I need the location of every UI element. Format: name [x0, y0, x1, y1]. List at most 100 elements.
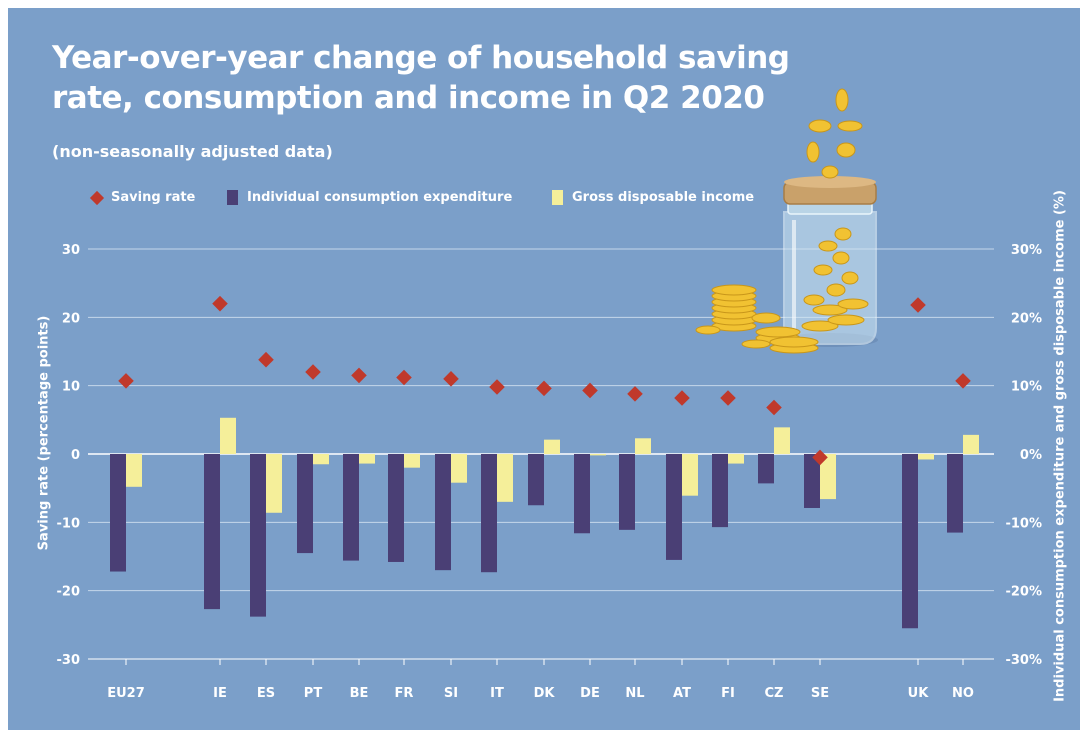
marker-saving-rate-no [955, 373, 971, 389]
x-tick-label-si: SI [444, 686, 458, 701]
bar-consumption-uk [902, 454, 918, 629]
bar-consumption-no [947, 454, 963, 533]
x-tick-label-eu27: EU27 [107, 686, 145, 701]
marker-saving-rate-it [489, 379, 505, 395]
x-tick-label-be: BE [350, 686, 369, 701]
coins-inside-jar-icon [801, 227, 869, 332]
x-tick-label-nl: NL [625, 686, 644, 701]
bar-income-si [451, 454, 467, 483]
y-tick-label-right: -20% [1005, 585, 1042, 600]
bar-income-es [266, 454, 282, 513]
bar-consumption-eu27 [110, 454, 126, 572]
legend-item-saving-rate: Saving rate [89, 190, 196, 205]
marker-saving-rate-nl [627, 386, 643, 402]
marker-saving-rate-fi [720, 390, 736, 406]
marker-saving-rate-es [258, 351, 274, 368]
bar-consumption-si [435, 454, 451, 571]
x-tick-label-fi: FI [721, 686, 735, 701]
bar-income-eu27 [126, 454, 142, 487]
bar-income-dk [544, 439, 560, 454]
bar-consumption-it [481, 454, 497, 573]
bar-consumption-pt [297, 454, 313, 554]
x-tick-label-dk: DK [534, 686, 556, 701]
x-tick-label-uk: UK [908, 686, 930, 701]
x-tick-label-at: AT [673, 686, 691, 701]
bar-income-it [497, 454, 513, 502]
marker-saving-rate-si [443, 371, 459, 387]
bar-consumption-de [574, 454, 590, 534]
legend-label-income: Gross disposable income [572, 190, 755, 205]
coin-jar-illustration [695, 88, 878, 354]
bar-income-se [820, 454, 836, 500]
coin-jar-icon [782, 176, 878, 347]
chart-title: Year-over-year change of household savin… [52, 40, 790, 116]
y-tick-label-right: 30% [1011, 243, 1042, 258]
bar-consumption-es [250, 454, 266, 617]
y-tick-label-left: -20 [57, 585, 81, 600]
consumption-swatch-icon [227, 190, 238, 205]
chart-subtitle: (non-seasonally adjusted data) [52, 142, 333, 161]
bar-income-pt [313, 454, 329, 465]
x-axis-ticks: EU27 IE ES PT BE FR SI IT DK DE NL AT FI CZ SE UK NO [88, 658, 994, 701]
x-tick-label-de: DE [580, 686, 600, 701]
x-tick-label-cz: CZ [765, 686, 784, 701]
y-tick-label-left: 0 [71, 448, 80, 463]
bars-layer [110, 417, 979, 629]
bar-income-uk [918, 454, 934, 460]
legend-item-income: Gross disposable income [552, 190, 754, 205]
x-tick-label-pt: PT [304, 686, 323, 701]
y-tick-label-right: 20% [1011, 311, 1042, 326]
marker-saving-rate-uk [910, 297, 926, 313]
y-tick-label-left: -30 [57, 653, 81, 668]
y-tick-label-right: -30% [1005, 653, 1042, 668]
y-tick-label-left: 10 [62, 380, 80, 395]
bar-consumption-be [343, 454, 359, 561]
x-tick-label-it: IT [490, 686, 504, 701]
income-swatch-icon [552, 190, 563, 205]
marker-saving-rate-eu27 [118, 373, 134, 389]
chart-plot: 30 20 10 0 -10 -20 -30 30% 20% 10% 0% -10% -20% -30% [57, 88, 1042, 701]
legend-label-saving-rate: Saving rate [111, 190, 196, 205]
x-tick-label-se: SE [811, 686, 829, 701]
x-tick-label-no: NO [952, 686, 974, 701]
legend-label-consumption: Individual consumption expenditure [247, 190, 513, 205]
y-tick-label-right: 0% [1020, 448, 1042, 463]
x-tick-label-ie: IE [213, 686, 227, 701]
y-tick-label-left: -10 [57, 516, 81, 531]
marker-saving-rate-dk [536, 380, 552, 397]
bar-consumption-cz [758, 454, 774, 484]
y-axis-left-ticks: 30 20 10 0 -10 -20 -30 [57, 243, 81, 668]
y-tick-label-left: 30 [62, 243, 80, 258]
marker-saving-rate-pt [305, 364, 321, 380]
y-tick-label-right: 10% [1011, 380, 1042, 395]
marker-saving-rate-de [582, 382, 598, 399]
legend-item-consumption: Individual consumption expenditure [227, 190, 512, 205]
x-tick-label-fr: FR [395, 686, 414, 701]
marker-saving-rate-ie [212, 295, 228, 312]
marker-saving-rate-fr [396, 369, 412, 386]
bar-income-be [359, 454, 375, 464]
bar-consumption-dk [528, 454, 544, 506]
bar-income-no [963, 434, 979, 454]
chart-panel: Year-over-year change of household savin… [8, 8, 1080, 730]
y-tick-label-left: 20 [62, 311, 80, 326]
bar-income-fr [404, 454, 420, 468]
coin-stacks-icon [695, 284, 819, 354]
bar-consumption-nl [619, 454, 635, 530]
bar-consumption-ie [204, 454, 220, 610]
bar-consumption-fr [388, 454, 404, 562]
y-axis-right-label: Individual consumption expenditure and g… [1052, 190, 1068, 702]
bar-income-de [590, 454, 606, 456]
bar-income-ie [220, 417, 236, 454]
bar-consumption-fi [712, 454, 728, 528]
x-tick-label-es: ES [257, 686, 275, 701]
y-tick-label-right: -10% [1005, 516, 1042, 531]
bar-income-cz [774, 427, 790, 454]
bar-consumption-at [666, 454, 682, 560]
y-axis-right-ticks: 30% 20% 10% 0% -10% -20% -30% [1005, 243, 1042, 668]
bar-consumption-se [804, 454, 820, 508]
marker-saving-rate-cz [766, 399, 782, 416]
marker-saving-rate-be [351, 367, 367, 384]
y-axis-left-label: Saving rate (percentage points) [36, 315, 52, 551]
bar-income-at [682, 454, 698, 496]
